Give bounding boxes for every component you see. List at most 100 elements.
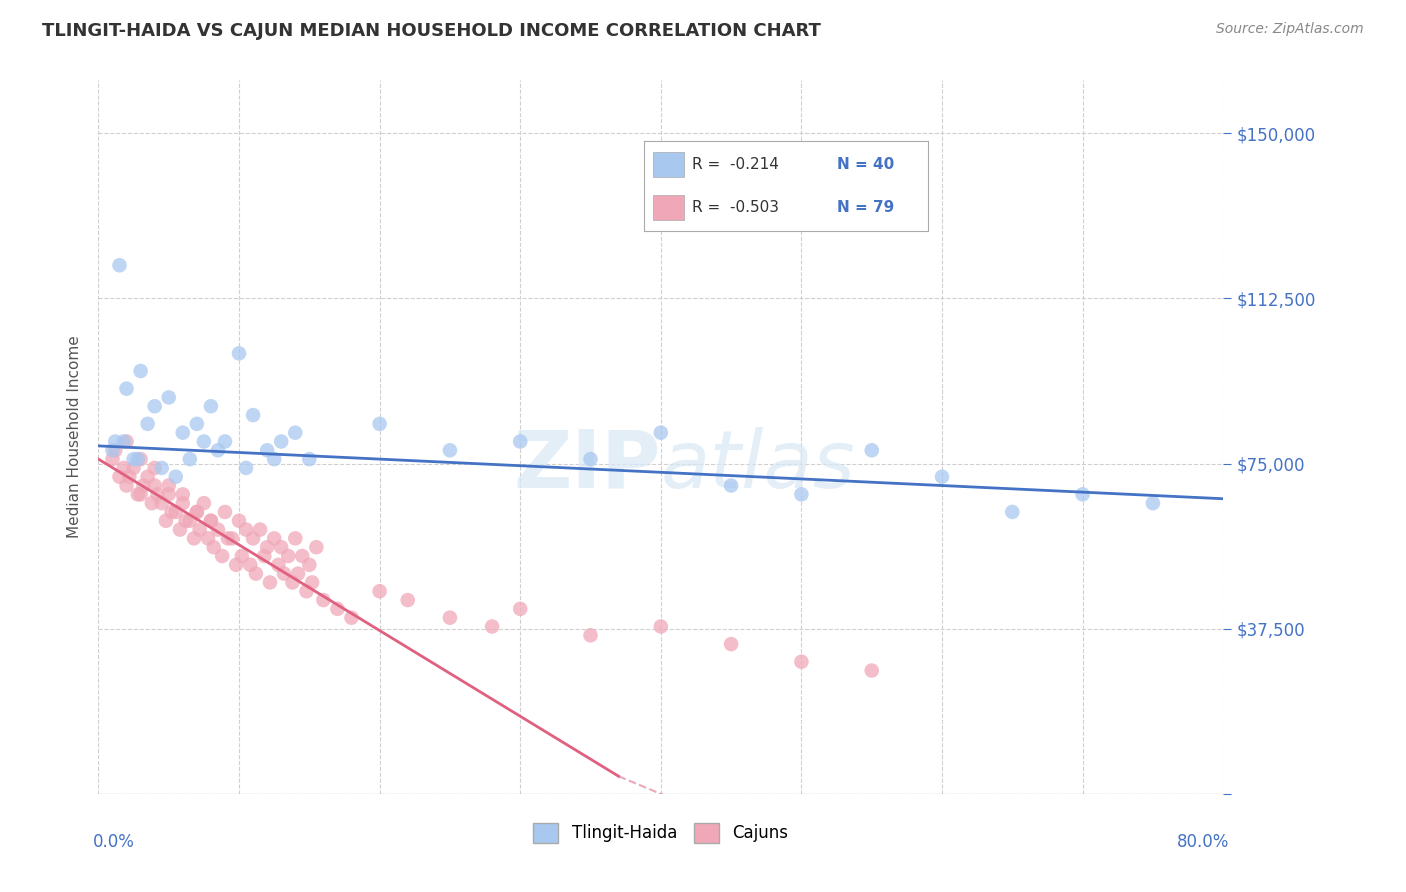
Point xyxy=(122,452,145,467)
Point xyxy=(172,496,194,510)
Text: N = 79: N = 79 xyxy=(837,200,894,215)
Point xyxy=(277,549,299,563)
Point xyxy=(129,364,152,378)
Point xyxy=(143,478,166,492)
Point xyxy=(509,434,531,449)
Point xyxy=(267,558,290,572)
Point xyxy=(242,532,264,546)
Point xyxy=(155,514,177,528)
Point xyxy=(186,417,208,431)
Point xyxy=(579,452,602,467)
Point xyxy=(242,408,264,422)
Point xyxy=(298,452,321,467)
Point xyxy=(108,258,131,272)
Point xyxy=(115,478,138,492)
Point xyxy=(270,434,292,449)
Point xyxy=(650,425,672,440)
Point xyxy=(146,487,169,501)
Point xyxy=(256,443,278,458)
Point xyxy=(108,469,131,483)
Point xyxy=(104,443,127,458)
Point xyxy=(157,391,180,405)
Point xyxy=(263,452,285,467)
Point xyxy=(439,443,461,458)
Point xyxy=(720,478,742,492)
Point xyxy=(157,478,180,492)
Point xyxy=(340,610,363,624)
Point xyxy=(104,434,127,449)
Point xyxy=(298,558,321,572)
Point xyxy=(284,532,307,546)
Text: atlas: atlas xyxy=(661,426,856,505)
Point xyxy=(263,532,285,546)
Point xyxy=(253,549,276,563)
Point xyxy=(172,425,194,440)
Point xyxy=(165,505,187,519)
Point xyxy=(157,487,180,501)
Text: N = 40: N = 40 xyxy=(837,157,894,172)
Point xyxy=(200,514,222,528)
Point xyxy=(270,540,292,554)
Point xyxy=(150,461,173,475)
Point xyxy=(129,452,152,467)
Point xyxy=(127,452,149,467)
Point xyxy=(132,478,155,492)
Point xyxy=(1142,496,1164,510)
Point xyxy=(112,434,135,449)
Point xyxy=(112,461,135,475)
Point xyxy=(143,461,166,475)
Point xyxy=(136,469,159,483)
Point xyxy=(368,417,391,431)
Text: 80.0%: 80.0% xyxy=(1177,833,1229,851)
Point xyxy=(579,628,602,642)
Point xyxy=(305,540,328,554)
Point xyxy=(931,469,953,483)
Point xyxy=(295,584,318,599)
Point xyxy=(143,399,166,413)
Point xyxy=(179,514,201,528)
Point xyxy=(259,575,281,590)
Point xyxy=(509,602,531,616)
Point xyxy=(136,417,159,431)
Point xyxy=(368,584,391,599)
Legend: Tlingit-Haida, Cajuns: Tlingit-Haida, Cajuns xyxy=(527,816,794,850)
Point xyxy=(221,532,243,546)
Point xyxy=(174,514,197,528)
Point xyxy=(186,505,208,519)
Point xyxy=(235,461,257,475)
Point xyxy=(860,664,883,678)
Point xyxy=(790,655,813,669)
Point xyxy=(186,505,208,519)
Point xyxy=(193,434,215,449)
Point xyxy=(207,443,229,458)
Point xyxy=(207,523,229,537)
Point xyxy=(284,425,307,440)
Point xyxy=(165,469,187,483)
Text: R =  -0.214: R = -0.214 xyxy=(693,157,779,172)
Point xyxy=(249,523,271,537)
Point xyxy=(214,434,236,449)
Point xyxy=(396,593,419,607)
Point xyxy=(141,496,163,510)
Point xyxy=(150,496,173,510)
Text: Source: ZipAtlas.com: Source: ZipAtlas.com xyxy=(1216,22,1364,37)
Point xyxy=(183,532,205,546)
Point xyxy=(720,637,742,651)
Point xyxy=(326,602,349,616)
Point xyxy=(245,566,267,581)
Bar xyxy=(652,195,683,220)
Point xyxy=(1001,505,1024,519)
Point xyxy=(439,610,461,624)
Point xyxy=(172,487,194,501)
Point xyxy=(115,382,138,396)
Point xyxy=(256,540,278,554)
Point xyxy=(287,566,309,581)
Point xyxy=(301,575,323,590)
Point xyxy=(200,514,222,528)
Point xyxy=(281,575,304,590)
Text: R =  -0.503: R = -0.503 xyxy=(693,200,779,215)
Point xyxy=(1071,487,1094,501)
Point xyxy=(193,496,215,510)
Point xyxy=(122,461,145,475)
Point xyxy=(214,505,236,519)
